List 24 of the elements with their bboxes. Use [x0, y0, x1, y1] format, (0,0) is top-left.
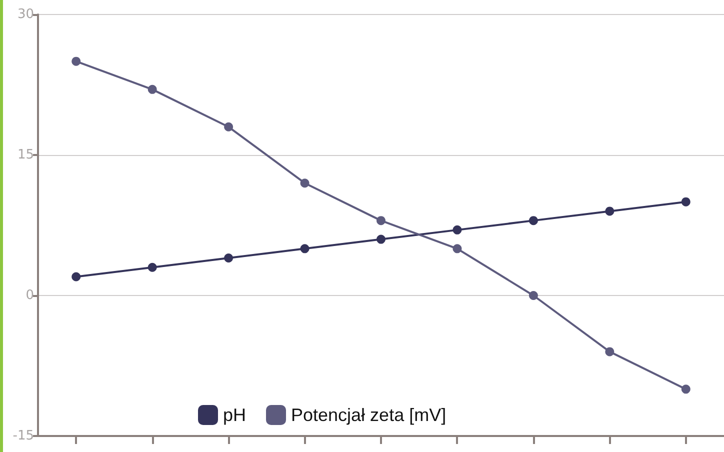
legend-label: Potencjał zeta [mV] [291, 405, 446, 425]
point [681, 197, 690, 206]
point [72, 56, 81, 66]
y-tick-label: 0 [26, 288, 34, 303]
y-tick-label: -15 [12, 428, 34, 444]
point [376, 234, 386, 244]
point [300, 244, 310, 254]
point [452, 225, 462, 234]
point [72, 272, 81, 282]
point [300, 178, 310, 188]
legend-label: pH [223, 405, 246, 425]
y-tick-label: 30 [17, 7, 34, 22]
point [605, 206, 614, 216]
point [376, 216, 386, 226]
y-tick-label: 15 [17, 148, 34, 162]
point [148, 84, 157, 94]
point [681, 384, 690, 394]
point [605, 347, 614, 356]
point [452, 244, 462, 254]
point [148, 262, 157, 272]
point [224, 122, 234, 132]
point [528, 216, 538, 226]
point [528, 291, 538, 300]
point [224, 254, 234, 263]
